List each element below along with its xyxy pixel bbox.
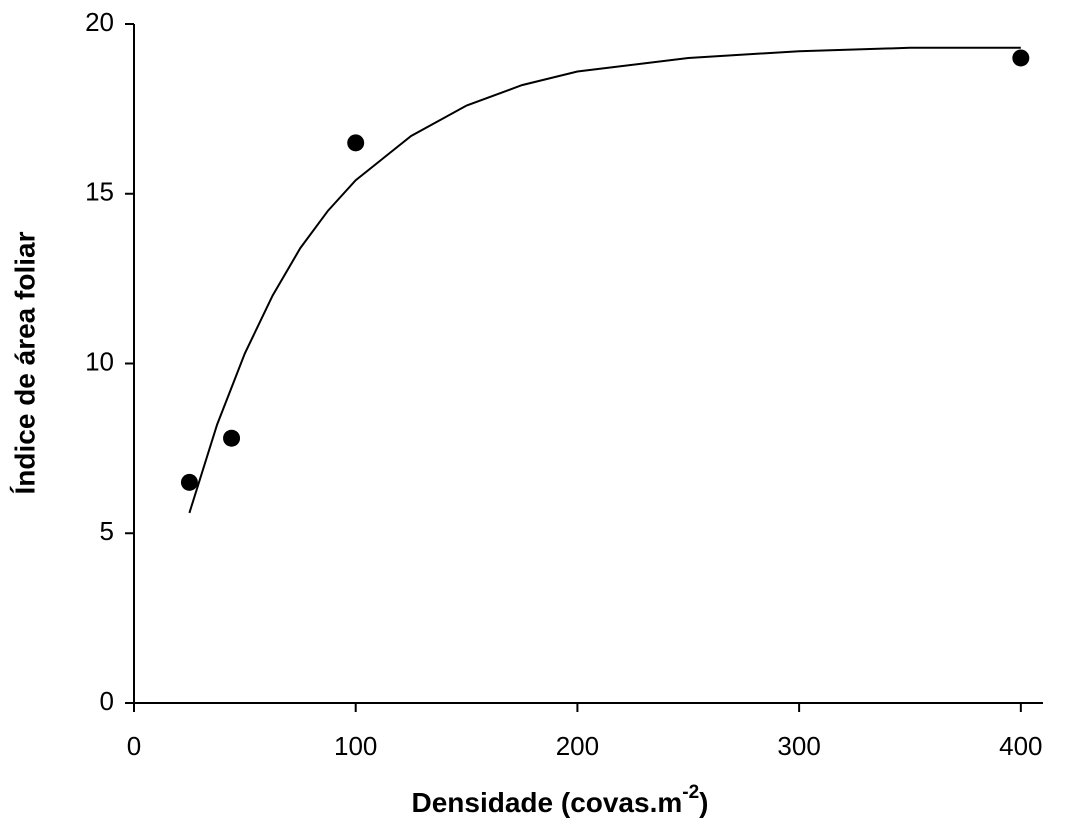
y-axis-label: Índice de área foliar xyxy=(9,231,40,494)
x-label-superscript: -2 xyxy=(682,782,699,803)
x-label-suffix: ) xyxy=(699,787,708,818)
data-point xyxy=(1012,49,1030,67)
data-point xyxy=(347,134,365,152)
y-tick-label: 20 xyxy=(85,7,114,37)
x-tick-label: 0 xyxy=(127,731,141,761)
y-tick-label: 5 xyxy=(100,516,114,546)
y-tick-label: 0 xyxy=(100,686,114,716)
data-point xyxy=(223,429,241,447)
y-tick-label: 15 xyxy=(85,177,114,207)
y-tick-label: 10 xyxy=(85,346,114,376)
x-tick-label: 300 xyxy=(777,731,820,761)
x-label-text: Densidade (covas.m xyxy=(411,787,682,818)
data-point xyxy=(180,473,198,491)
x-tick-label: 100 xyxy=(334,731,377,761)
fit-curve xyxy=(188,46,1021,514)
x-tick-label: 400 xyxy=(999,731,1042,761)
x-tick-label: 200 xyxy=(556,731,599,761)
x-axis-label: Densidade (covas.m-2) xyxy=(411,782,708,818)
